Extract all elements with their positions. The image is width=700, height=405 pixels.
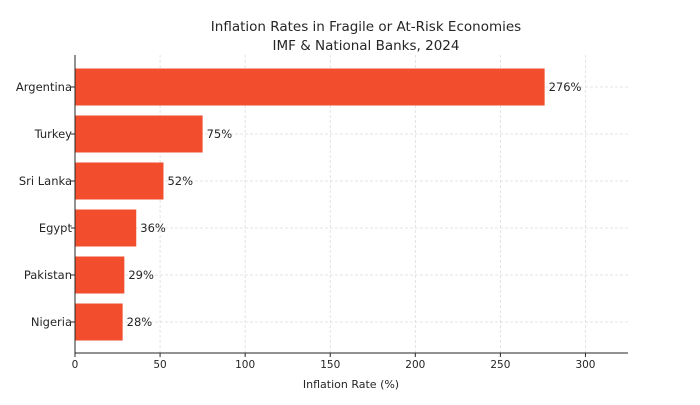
data-label: 28%	[127, 315, 153, 329]
y-tick-label: Turkey	[34, 127, 73, 141]
x-ticks: 0 50 100 150 200 250 300	[72, 353, 595, 371]
bar-turkey	[75, 115, 203, 153]
y-tick-label: Nigeria	[31, 315, 72, 329]
x-tick-label: 0	[72, 359, 79, 371]
bar-nigeria	[75, 303, 123, 341]
data-label: 36%	[140, 221, 166, 235]
data-label: 75%	[207, 127, 233, 141]
bar-pakistan	[75, 256, 125, 294]
data-label: 276%	[549, 80, 582, 94]
bar-argentina	[75, 68, 545, 106]
bar-egypt	[75, 209, 137, 247]
data-label: 52%	[167, 174, 193, 188]
y-ticks: Argentina Turkey Sri Lanka Egypt Pakistan Nig…	[16, 80, 75, 329]
x-tick-label: 300	[575, 359, 595, 371]
y-tick-label: Pakistan	[24, 268, 72, 282]
x-tick-label: 50	[153, 359, 166, 371]
x-tick-label: 250	[490, 359, 510, 371]
x-tick-label: 100	[235, 359, 255, 371]
x-tick-label: 200	[405, 359, 425, 371]
bars: 276% 75% 52% 36% 29% 28%	[75, 68, 582, 341]
y-tick-label: Argentina	[16, 80, 72, 94]
bar-sri-lanka	[75, 162, 164, 200]
x-tick-label: 150	[320, 359, 340, 371]
y-tick-label: Sri Lanka	[19, 174, 72, 188]
y-tick-label: Egypt	[39, 221, 73, 235]
chart-subtitle: IMF & National Banks, 2024	[273, 38, 460, 54]
data-label: 29%	[128, 268, 154, 282]
x-axis-label: Inflation Rate (%)	[303, 378, 399, 391]
chart-title: Inflation Rates in Fragile or At-Risk Ec…	[211, 19, 521, 35]
